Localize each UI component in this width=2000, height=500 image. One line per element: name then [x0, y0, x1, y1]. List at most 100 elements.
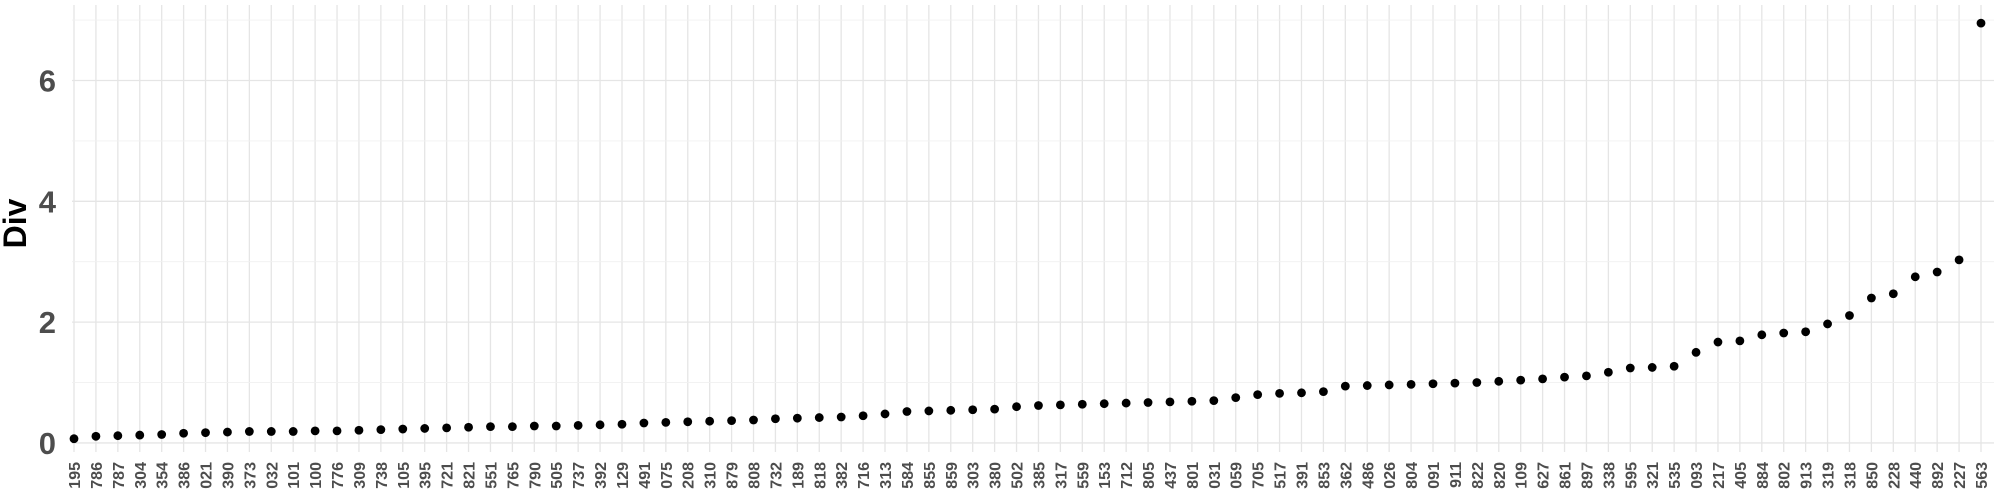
data-point: [1845, 311, 1854, 320]
x-tick-label: 373: [242, 462, 259, 489]
x-tick-label: 818: [812, 462, 829, 489]
x-tick-label: 559: [1075, 462, 1092, 489]
data-point: [1275, 389, 1284, 398]
x-tick-label: 101: [286, 462, 303, 489]
x-tick-label: 721: [440, 462, 457, 489]
y-tick-label: 2: [39, 305, 56, 340]
x-tick-label: 776: [330, 462, 347, 489]
x-tick-label: 228: [1886, 462, 1903, 489]
data-point: [573, 421, 583, 430]
x-tick-label: 850: [1864, 462, 1881, 489]
data-point: [1625, 363, 1635, 373]
data-point: [1297, 388, 1306, 398]
data-point: [223, 427, 232, 437]
y-tick-label: 4: [39, 184, 57, 219]
data-point: [771, 414, 780, 424]
x-tick-label: 395: [418, 462, 435, 489]
data-point: [486, 422, 495, 432]
x-tick-label: 911: [1448, 462, 1465, 488]
data-point: [1779, 328, 1789, 338]
x-tick-label: 805: [1141, 462, 1158, 489]
y-tick-label: 0: [39, 426, 56, 461]
x-tick-label: 319: [1821, 462, 1838, 489]
x-tick-label: 303: [966, 462, 983, 489]
x-tick-label: 109: [1514, 462, 1531, 489]
x-tick-label: 884: [1755, 462, 1772, 489]
x-tick-label: 354: [155, 462, 172, 489]
data-point: [749, 415, 758, 425]
x-tick-label: 405: [1733, 462, 1750, 489]
x-tick-label: 195: [67, 462, 84, 489]
x-axis-ticks: 195 786 787 304 354 386 021 390 373 032 101 100 776 3…: [67, 462, 1991, 489]
x-tick-label: 032: [264, 462, 281, 489]
data-point: [1362, 381, 1372, 390]
data-point: [727, 416, 736, 425]
x-tick-label: 437: [1163, 462, 1180, 489]
data-point: [1735, 336, 1745, 346]
x-tick-label: 338: [1601, 462, 1618, 489]
x-tick-label: 208: [681, 462, 698, 489]
data-points: [69, 18, 1986, 444]
data-point: [836, 412, 846, 422]
x-tick-label: 737: [571, 462, 588, 489]
data-point: [529, 421, 539, 431]
x-tick-label: 804: [1404, 462, 1421, 489]
x-tick-label: 031: [1207, 462, 1224, 489]
data-point: [1406, 379, 1416, 389]
x-tick-label: 855: [922, 462, 939, 489]
x-tick-label: 627: [1536, 462, 1553, 489]
x-tick-label: 551: [483, 462, 500, 489]
data-point: [1165, 397, 1175, 407]
x-tick-label: 808: [747, 462, 764, 489]
x-tick-label: 304: [133, 462, 150, 489]
x-tick-label: 153: [1097, 462, 1114, 489]
data-point: [1428, 379, 1438, 389]
x-tick-label: 712: [1119, 462, 1136, 489]
x-tick-label: 879: [725, 462, 742, 489]
data-point: [1209, 396, 1219, 406]
x-tick-label: 913: [1799, 462, 1816, 489]
data-point: [1319, 387, 1328, 396]
x-tick-label: 390: [220, 462, 237, 489]
x-tick-label: 385: [1031, 462, 1048, 489]
x-tick-label: 189: [790, 462, 807, 489]
data-point: [1253, 390, 1263, 400]
x-tick-label: 227: [1952, 462, 1969, 489]
x-tick-label: 309: [352, 462, 369, 489]
data-point: [639, 418, 649, 428]
data-point: [968, 405, 978, 415]
x-tick-label: 317: [1053, 462, 1070, 489]
data-point: [1077, 399, 1087, 409]
data-point: [332, 426, 342, 436]
data-point: [1954, 255, 1964, 265]
data-point: [924, 406, 934, 416]
x-tick-label: 440: [1908, 462, 1925, 489]
x-tick-label: 821: [462, 462, 479, 489]
data-point: [617, 419, 627, 429]
x-tick-label: 853: [1316, 462, 1333, 489]
x-tick-label: 321: [1645, 462, 1662, 489]
data-point: [1669, 361, 1679, 371]
data-point: [1012, 402, 1021, 412]
data-point: [1121, 398, 1131, 408]
data-point: [1384, 380, 1394, 390]
y-tick-label: 6: [39, 64, 56, 99]
data-point: [1976, 18, 1986, 28]
x-tick-label: 517: [1273, 462, 1290, 489]
x-tick-label: 790: [527, 462, 544, 489]
data-point: [376, 425, 386, 435]
data-point: [420, 424, 430, 433]
x-tick-label: 861: [1558, 462, 1575, 489]
data-point: [354, 425, 364, 435]
data-point: [902, 407, 912, 416]
x-tick-label: 732: [768, 462, 785, 489]
data-point: [705, 416, 715, 426]
x-tick-label: 892: [1930, 462, 1947, 489]
data-point: [69, 434, 79, 444]
data-point: [1231, 393, 1241, 403]
data-point: [1099, 399, 1109, 409]
data-point: [507, 422, 517, 432]
data-point: [1801, 327, 1811, 337]
data-point: [661, 418, 671, 427]
